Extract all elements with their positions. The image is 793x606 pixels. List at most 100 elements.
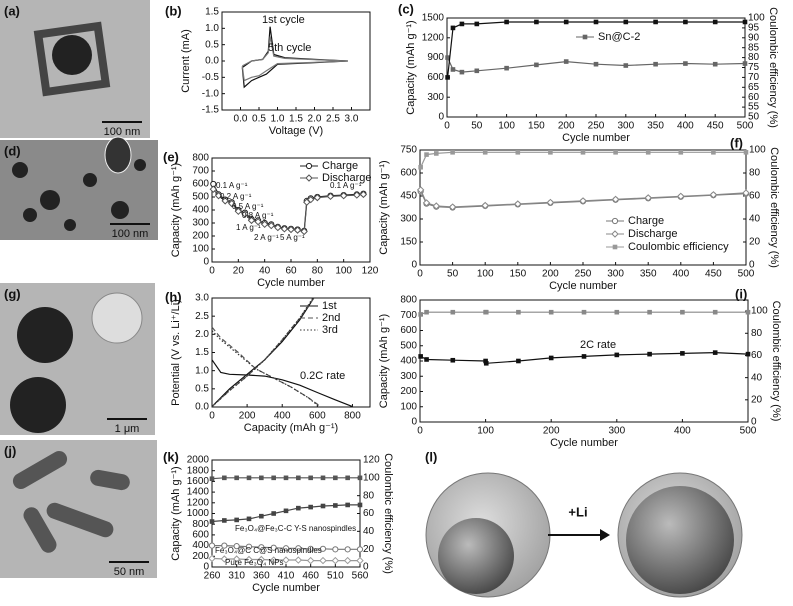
point [271,511,276,516]
point [563,19,569,25]
point [308,504,313,510]
y2-tick-label: 20 [363,544,375,555]
annotation: 0.8 A g⁻¹ [242,211,274,220]
y-tick-label: 700 [192,166,209,177]
x-tick-label: 800 [344,411,361,422]
y-tick-label: 200 [192,231,209,242]
point [254,217,262,226]
point [260,220,269,229]
point [307,195,315,204]
annotation: 0.2C rate [300,370,345,382]
point [563,59,569,64]
annotation: 2 A g⁻¹ [254,233,279,242]
x-tick-label: 100 [477,269,494,280]
spindle [12,451,68,489]
point [319,556,327,565]
point [416,186,425,194]
x-tick-label: 200 [542,269,559,280]
y-axis-label: Capacity (mAh g⁻¹) [170,466,182,560]
legend-label: 3rd [322,324,338,336]
point [546,198,555,207]
y-tick-label: 100 [192,244,209,255]
x-tick-label: 400 [674,426,691,437]
panel-label: (h) [165,289,182,304]
point [504,19,509,25]
y-tick-label: 1.0 [205,23,219,34]
y-tick-label: 400 [400,356,417,367]
spindle [23,507,57,553]
point [647,351,652,357]
y-tick-label: 300 [400,214,417,225]
point [647,309,652,315]
point [481,201,489,210]
point [283,475,289,481]
y-axis-label: Capacity (mAh g⁻¹) [378,160,390,254]
x-tick-label: 250 [575,269,592,280]
point [448,203,457,211]
y-axis-label: Capacity (mAh g⁻¹) [378,314,390,408]
x-tick-label: 50 [471,121,483,132]
point [287,225,295,234]
point [680,351,685,356]
y-tick-label: 1200 [187,497,210,508]
point [222,518,227,523]
point [418,354,423,359]
point [644,194,652,202]
point [209,185,218,193]
point [581,309,587,315]
x-tick-label: 80 [312,266,324,277]
y-tick-label: 500 [192,192,209,203]
x-tick-label: 1.0 [271,114,285,125]
y-tick-label: 750 [400,145,417,156]
legend-label: 1st [322,300,337,312]
point [434,151,439,156]
x-tick-label: 500 [740,426,757,437]
y2-tick-label: 120 [363,455,380,466]
y-tick-label: 1.5 [205,7,219,18]
x-tick-label: 40 [259,266,271,277]
point [208,554,216,563]
x-tick-label: 300 [617,121,634,132]
x-tick-label: 400 [677,121,694,132]
point [296,475,301,481]
legend-marker [305,174,313,182]
point [418,164,423,170]
x-tick-label: 450 [705,269,722,280]
y2-tick-label: 0 [749,260,755,271]
point [357,502,363,508]
x-tick-label: 400 [672,269,689,280]
y-tick-label: 2.0 [195,329,209,340]
y-tick-label: 150 [400,237,417,248]
point [712,350,718,355]
y2-tick-label: 75 [748,62,760,73]
y-tick-label: 1000 [187,508,210,519]
y-tick-label: 0.0 [195,402,209,413]
y-tick-label: 3.0 [195,293,209,304]
point [246,475,252,481]
point [432,202,441,210]
point [308,475,313,481]
x-tick-label: 120 [362,266,379,277]
y-tick-label: 0 [203,257,209,268]
point [424,309,429,315]
x-tick-label: 200 [558,121,575,132]
point [270,544,277,551]
y-axis-label: Potential (V vs. Li⁺/Li) [170,299,182,406]
point [247,216,256,225]
point [534,62,539,68]
scale-bar-label: 1 μm [115,423,140,435]
point [320,475,326,481]
y-tick-label: 450 [400,191,417,202]
point [712,61,718,67]
y2-tick-label: 60 [749,191,761,202]
point [274,223,282,232]
y-tick-label: 1200 [422,32,445,43]
y-tick-label: 800 [400,295,417,306]
point [548,355,554,361]
point [711,150,716,155]
core [626,486,734,594]
spindle [90,469,130,491]
y2-tick-label: 60 [751,350,763,361]
point [208,542,216,549]
point [209,476,215,482]
